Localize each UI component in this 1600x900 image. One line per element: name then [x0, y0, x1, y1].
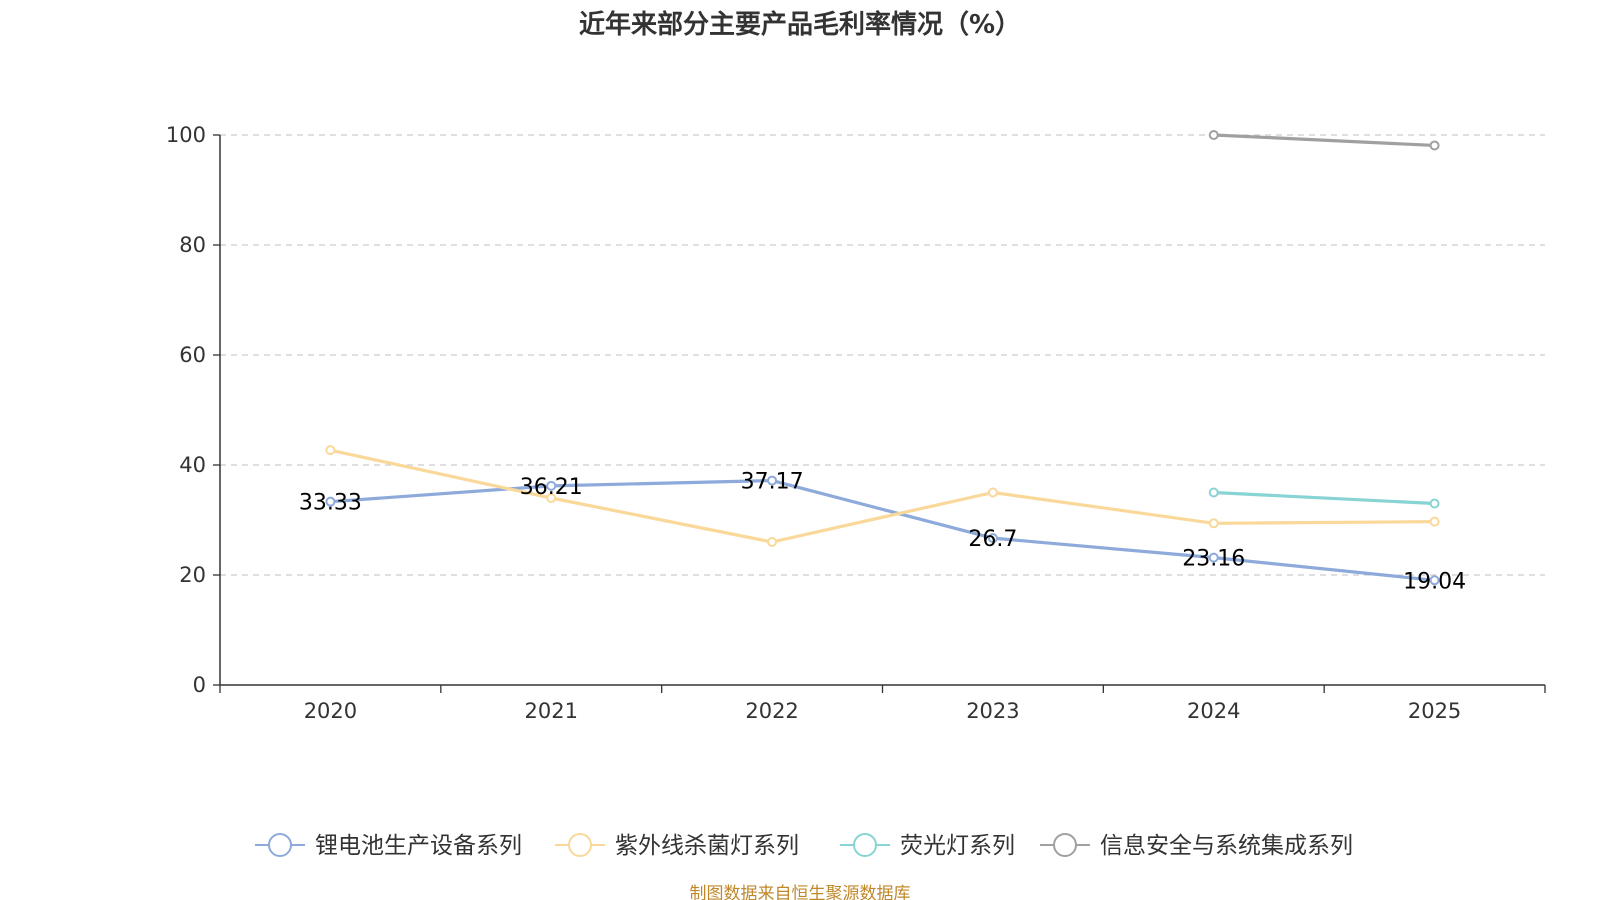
data-label: 36.21 [520, 475, 583, 500]
y-tick-label: 40 [179, 453, 206, 477]
data-point[interactable] [767, 537, 778, 547]
data-point[interactable] [1208, 552, 1219, 563]
x-tick-label: 2025 [1408, 699, 1461, 723]
legend-item[interactable]: 荧光灯系列 [840, 833, 1015, 859]
y-tick-label: 20 [179, 563, 206, 587]
x-tick-label: 2021 [525, 699, 578, 723]
legend-item[interactable]: 紫外线杀菌灯系列 [555, 833, 799, 859]
data-point[interactable] [987, 487, 998, 498]
x-tick-label: 2023 [966, 699, 1019, 723]
legend-label: 紫外线杀菌灯系列 [615, 833, 799, 859]
series-line [1213, 133, 1435, 148]
data-label: 19.04 [1403, 569, 1466, 594]
data-point[interactable] [1208, 518, 1219, 529]
y-tick-label: 100 [166, 123, 206, 147]
legend-label: 信息安全与系统集成系列 [1100, 833, 1353, 859]
data-label: 26.7 [968, 527, 1017, 552]
legend-marker-icon [1053, 833, 1077, 857]
data-point[interactable] [546, 493, 557, 503]
data-label: 37.17 [741, 470, 804, 495]
series-lines [325, 130, 1440, 586]
y-tick-label: 60 [179, 343, 206, 367]
legend-label: 锂电池生产设备系列 [315, 833, 522, 859]
data-labels: 33.33 36.21 37.17 26.7 23.16 19.04 [299, 470, 1466, 595]
grid-lines [220, 134, 1545, 576]
chart-title: 近年来部分主要产品毛利率情况（%） [579, 9, 1021, 40]
data-point[interactable] [1429, 498, 1440, 509]
legend-item[interactable]: 信息安全与系统集成系列 [1040, 833, 1353, 859]
legend-marker-icon [568, 833, 592, 857]
legend[interactable]: 锂电池生产设备系列 紫外线杀菌灯系列 荧光灯系列 信息安全与系统集成系列 [255, 833, 1353, 859]
y-tick-label: 80 [179, 233, 206, 257]
series-line [330, 448, 1435, 544]
source-note: 制图数据来自恒生聚源数据库 [690, 884, 911, 900]
y-tick-label: 0 [193, 673, 206, 697]
legend-marker-icon [853, 833, 877, 857]
data-point[interactable] [1208, 487, 1219, 498]
data-point[interactable] [767, 475, 778, 486]
data-label: 33.33 [299, 491, 362, 516]
series-line [1213, 490, 1435, 506]
data-point[interactable] [1429, 516, 1440, 527]
data-point[interactable] [987, 533, 998, 544]
data-label: 23.16 [1182, 547, 1245, 572]
axes: 0 20 40 60 80 100 2020 2021 2022 2023 2024 2025 [166, 123, 1546, 723]
data-point[interactable] [1208, 130, 1219, 140]
data-point[interactable] [325, 445, 336, 456]
data-point[interactable] [325, 496, 336, 507]
x-tick-label: 2024 [1187, 699, 1240, 723]
x-tick-label: 2022 [745, 699, 798, 723]
legend-item[interactable]: 锂电池生产设备系列 [255, 833, 522, 859]
legend-marker-icon [268, 833, 292, 857]
legend-label: 荧光灯系列 [900, 833, 1015, 859]
data-point[interactable] [1429, 575, 1440, 586]
x-tick-label: 2020 [304, 699, 357, 723]
data-point[interactable] [546, 480, 557, 491]
data-point[interactable] [1429, 140, 1440, 151]
